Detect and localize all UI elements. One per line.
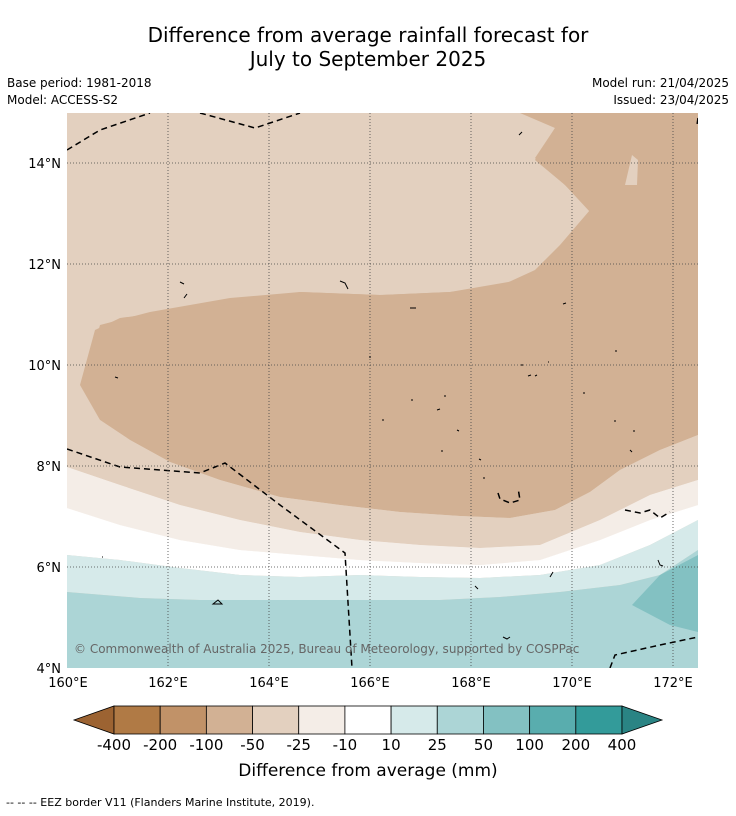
lat-label: 8°N [37, 460, 62, 475]
map-title-line1: Difference from average rainfall forecas… [147, 23, 589, 47]
lon-label: 172°E [653, 676, 693, 691]
colorbar-title: Difference from average (mm) [238, 761, 498, 781]
colorbar-swatch [113, 705, 161, 735]
colorbar-swatch [529, 705, 577, 735]
band-10-25-wet [67, 520, 698, 600]
colorbar-swatch [575, 705, 623, 735]
lat-label: 6°N [37, 561, 62, 576]
colorbar-tick-label: -100 [189, 736, 224, 754]
colorbar-swatch [344, 705, 392, 735]
lat-label: 10°N [28, 359, 61, 374]
band-light-dry [67, 467, 698, 565]
issued-label: Issued: 23/04/2025 [613, 93, 729, 107]
colorbar [72, 705, 664, 735]
colorbar-left-arrow [72, 705, 115, 735]
lon-label: 162°E [148, 676, 188, 691]
colorbar-swatch [205, 705, 253, 735]
base-period-label: Base period: 1981-2018 [7, 76, 152, 90]
colorbar-swatch [252, 705, 300, 735]
eez-borders [67, 113, 698, 668]
colorbar-tick-label: -400 [96, 736, 132, 754]
colorbar-tick-label: 50 [473, 736, 493, 754]
lat-label: 4°N [37, 662, 62, 677]
colorbar-swatch [436, 705, 484, 735]
colorbar-swatch [159, 705, 207, 735]
colorbar-swatch [298, 705, 346, 735]
colorbar-tick-label: 10 [381, 736, 401, 754]
lat-label: 12°N [28, 258, 61, 273]
colorbar-tick-label: -200 [143, 736, 178, 754]
colorbar-tick-label: 25 [427, 736, 447, 754]
band-25-50-wet [67, 550, 698, 668]
graticule [67, 113, 698, 668]
colorbar-tick-label: -25 [286, 736, 311, 754]
map-title-line2: July to September 2025 [249, 47, 487, 71]
lon-label: 168°E [451, 676, 491, 691]
colorbar-right-arrow [621, 705, 664, 735]
band-neutral [67, 505, 698, 578]
band-main-dry [80, 113, 698, 518]
lon-axis: 160°E 162°E 164°E 166°E 168°E 170°E 172°… [48, 676, 693, 691]
lon-label: 166°E [350, 676, 390, 691]
model-run-label: Model run: 21/04/2025 [591, 76, 729, 90]
islands [102, 131, 664, 640]
eez-legend-text: -- -- -- EEZ border V11 (Flanders Marine… [6, 796, 315, 809]
lon-label: 160°E [48, 676, 88, 691]
colorbar-tick-label: 400 [607, 736, 637, 754]
lon-label: 164°E [249, 676, 289, 691]
colorbar-swatch [483, 705, 531, 735]
colorbar-swatch [390, 705, 438, 735]
colorbar-tick-label: 100 [515, 736, 544, 754]
lat-axis: 14°N 12°N 10°N 8°N 6°N 4°N [28, 157, 61, 677]
model-label: Model: ACCESS-S2 [7, 93, 119, 107]
copyright-text: © Commonwealth of Australia 2025, Bureau… [74, 642, 579, 656]
band-50-25-dry [67, 400, 698, 548]
rainfall-contours [67, 113, 698, 668]
band-notch [625, 155, 638, 185]
colorbar-tick-label: 200 [561, 736, 591, 754]
lon-label: 170°E [552, 676, 592, 691]
band-50-100-wet [632, 555, 698, 632]
colorbar-tick-label: -10 [332, 736, 358, 754]
lat-label: 14°N [28, 157, 61, 172]
colorbar-tick-label: -50 [240, 736, 265, 754]
